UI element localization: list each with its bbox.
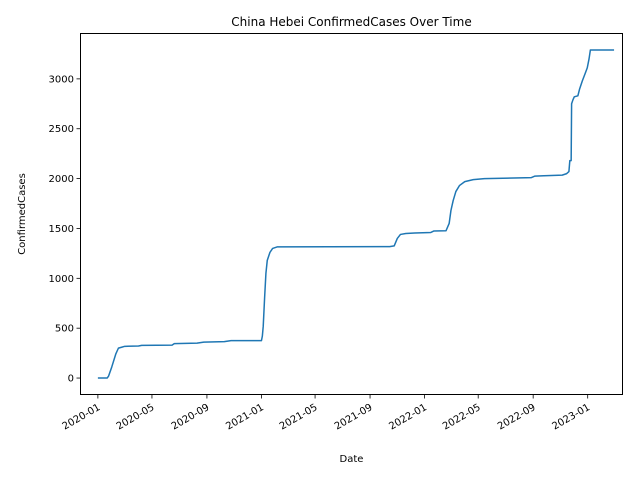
chart-title: China Hebei ConfirmedCases Over Time <box>231 15 471 29</box>
series-line-1 <box>97 49 615 379</box>
y-axis-title: ConfirmedCases <box>17 173 28 255</box>
y-axis-ticks: 0 500 1000 1500 2000 2500 3000 <box>49 74 80 385</box>
y-tick-label: 2000 <box>49 174 74 185</box>
y-tick-label: 500 <box>55 324 74 335</box>
y-tick-label: 3000 <box>49 74 74 85</box>
plot-area <box>80 33 623 395</box>
y-tick-label: 1000 <box>49 274 74 285</box>
y-tick-label: 1500 <box>49 224 74 235</box>
y-tick-label: 0 <box>68 374 74 385</box>
plot-frame <box>80 33 623 395</box>
x-axis-title: Date <box>340 454 364 465</box>
y-tick-label: 2500 <box>49 124 74 135</box>
series-layer <box>97 49 615 379</box>
